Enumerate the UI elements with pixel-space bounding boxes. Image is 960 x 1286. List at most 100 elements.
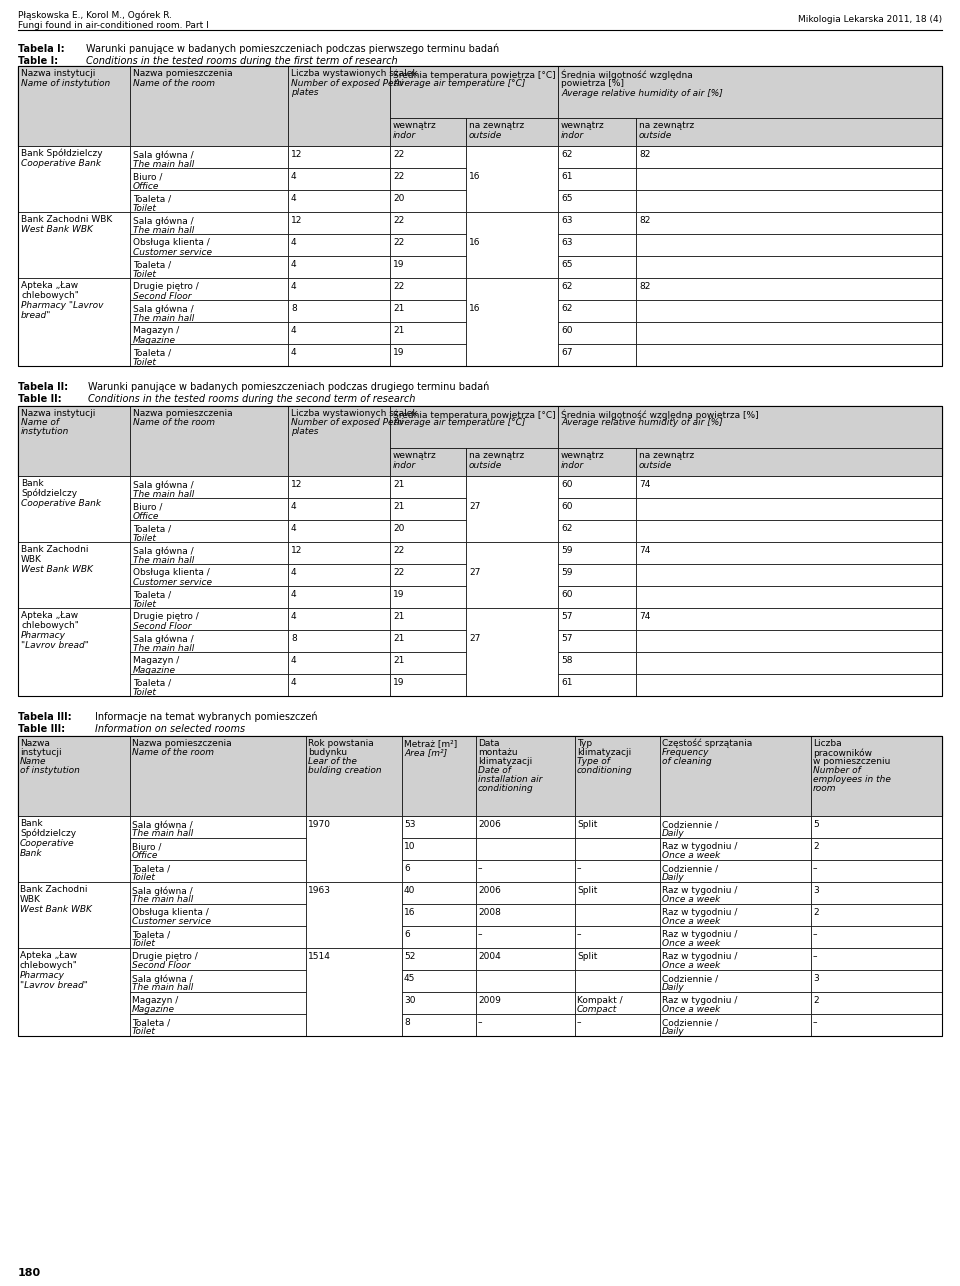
Bar — [288, 322, 390, 343]
Text: 180: 180 — [18, 1268, 41, 1278]
Text: Average air temperature [°C]: Average air temperature [°C] — [393, 78, 525, 87]
Bar — [476, 736, 575, 817]
Text: Magazyn /: Magazyn / — [133, 656, 180, 665]
Bar — [466, 476, 558, 541]
Text: WBK: WBK — [21, 556, 42, 565]
Text: Tabela II:: Tabela II: — [18, 382, 68, 392]
Bar — [466, 608, 558, 696]
Text: wewnątrz: wewnątrz — [393, 451, 437, 460]
Text: na zewnątrz: na zewnątrz — [469, 121, 524, 130]
Text: Sala główna /: Sala główna / — [133, 303, 194, 314]
Text: Płąskowska E., Korol M., Ogórek R.: Płąskowska E., Korol M., Ogórek R. — [18, 10, 172, 19]
Text: 8: 8 — [404, 1019, 410, 1028]
Bar — [636, 406, 942, 476]
Bar — [558, 498, 636, 520]
Text: 12: 12 — [291, 547, 302, 556]
Bar — [558, 190, 636, 212]
Bar — [575, 736, 660, 817]
Text: Name: Name — [20, 757, 46, 766]
Text: Customer service: Customer service — [133, 248, 212, 257]
Bar — [660, 838, 811, 860]
Text: Pharmacy: Pharmacy — [21, 631, 66, 640]
Bar — [18, 817, 130, 882]
Bar — [390, 586, 466, 608]
Text: Biuro /: Biuro / — [132, 842, 161, 851]
Text: 16: 16 — [469, 172, 481, 181]
Text: 12: 12 — [291, 216, 302, 225]
Text: 1970: 1970 — [308, 820, 331, 829]
Text: Warunki panujące w badanych pomieszczeniach podczas drugiego terminu badań: Warunki panujące w badanych pomieszczeni… — [88, 382, 490, 392]
Text: Name of the room: Name of the room — [132, 748, 214, 757]
Text: Sala główna /: Sala główna / — [133, 480, 194, 490]
Bar — [288, 343, 390, 367]
Text: Split: Split — [577, 886, 597, 895]
Text: 65: 65 — [561, 194, 572, 203]
Text: 58: 58 — [561, 656, 572, 665]
Bar — [636, 278, 942, 300]
Bar — [288, 476, 390, 498]
Text: Name of the room: Name of the room — [133, 78, 215, 87]
Bar — [660, 817, 811, 838]
Text: 21: 21 — [393, 480, 404, 489]
Text: Name of: Name of — [21, 418, 59, 427]
Bar — [288, 190, 390, 212]
Bar — [288, 256, 390, 278]
Text: WBK: WBK — [20, 895, 41, 904]
Bar — [558, 168, 636, 190]
Text: Information on selected rooms: Information on selected rooms — [95, 724, 245, 734]
Text: Drugie piętro /: Drugie piętro / — [132, 952, 198, 961]
Bar — [288, 565, 390, 586]
Text: 10: 10 — [404, 842, 416, 851]
Bar — [466, 118, 558, 147]
Text: indor: indor — [393, 460, 417, 469]
Text: 57: 57 — [561, 634, 572, 643]
Text: Nazwa pomieszczenia: Nazwa pomieszczenia — [133, 409, 232, 418]
Text: 59: 59 — [561, 547, 572, 556]
Bar — [130, 168, 288, 190]
Text: 74: 74 — [639, 547, 650, 556]
Text: indor: indor — [561, 131, 585, 140]
Text: Lear of the: Lear of the — [308, 757, 357, 766]
Bar — [558, 66, 942, 118]
Bar — [476, 904, 575, 926]
Bar — [288, 520, 390, 541]
Text: 22: 22 — [393, 216, 404, 225]
Bar — [811, 926, 942, 948]
Text: 65: 65 — [561, 260, 572, 269]
Text: Area [m²]: Area [m²] — [404, 748, 447, 757]
Text: 4: 4 — [291, 568, 297, 577]
Text: Spółdzielczy: Spółdzielczy — [21, 489, 77, 499]
Bar — [476, 838, 575, 860]
Bar — [660, 904, 811, 926]
Bar — [390, 541, 466, 565]
Text: Toaleta /: Toaleta / — [133, 523, 171, 532]
Text: Name of the room: Name of the room — [133, 418, 215, 427]
Bar — [558, 234, 636, 256]
Bar — [18, 736, 942, 1037]
Text: The main hall: The main hall — [132, 829, 193, 838]
Bar — [558, 608, 636, 630]
Bar — [306, 817, 402, 882]
Text: 19: 19 — [393, 590, 404, 599]
Text: 1963: 1963 — [308, 886, 331, 895]
Bar — [575, 860, 660, 882]
Bar — [390, 190, 466, 212]
Text: 82: 82 — [639, 216, 650, 225]
Bar — [130, 300, 288, 322]
Text: outside: outside — [469, 131, 502, 140]
Text: wewnątrz: wewnątrz — [393, 121, 437, 130]
Bar — [288, 234, 390, 256]
Bar — [390, 520, 466, 541]
Text: Toaleta /: Toaleta / — [132, 1019, 170, 1028]
Text: Magazine: Magazine — [132, 1004, 175, 1013]
Bar — [18, 212, 130, 278]
Bar — [402, 948, 476, 970]
Text: bulding creation: bulding creation — [308, 766, 382, 775]
Bar — [558, 406, 942, 448]
Bar — [288, 406, 390, 476]
Bar — [390, 476, 466, 498]
Bar — [402, 860, 476, 882]
Text: 4: 4 — [291, 678, 297, 687]
Text: Toilet: Toilet — [132, 1028, 156, 1037]
Bar — [476, 817, 575, 838]
